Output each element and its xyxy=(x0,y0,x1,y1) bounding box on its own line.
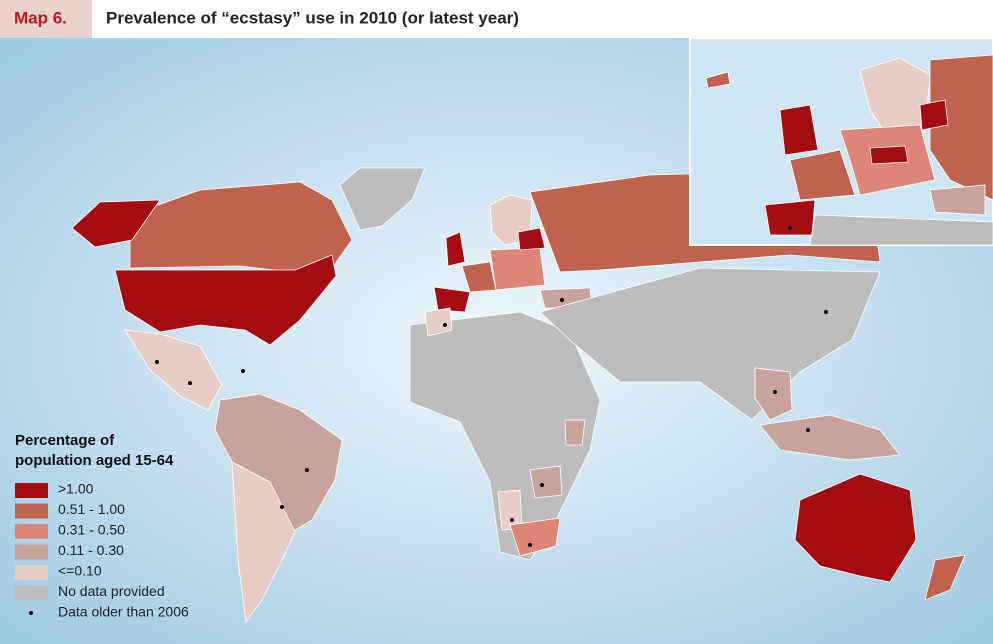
legend-dot xyxy=(29,611,33,615)
inset-map xyxy=(689,37,993,246)
inset-north-africa xyxy=(809,214,993,246)
old-data-dots xyxy=(155,226,828,547)
dot xyxy=(155,360,159,364)
legend-swatch xyxy=(15,544,48,560)
header-label: Map 6. xyxy=(14,8,67,27)
inset-czechia xyxy=(869,145,909,165)
uk xyxy=(445,231,466,267)
southeast-asia xyxy=(754,367,793,421)
baltics xyxy=(517,227,546,251)
dot xyxy=(806,428,810,432)
southern-cone xyxy=(231,461,296,624)
dot xyxy=(510,518,514,522)
new-zealand xyxy=(924,554,966,601)
morocco xyxy=(424,307,453,337)
central-america xyxy=(124,329,223,411)
legend-label: <=0.10 xyxy=(58,563,102,579)
header-label-box xyxy=(0,0,92,38)
legend-swatch xyxy=(15,565,48,580)
spain xyxy=(433,286,471,313)
dot xyxy=(560,298,564,302)
legend-swatch xyxy=(15,483,48,498)
inset-baltics xyxy=(919,99,949,131)
canada xyxy=(129,181,353,273)
header-title: Prevalence of “ecstasy” use in 2010 (or … xyxy=(106,8,519,27)
legend-swatch xyxy=(15,524,48,539)
brazil-region xyxy=(214,393,343,533)
dot xyxy=(773,390,777,394)
legend-label: 0.51 - 1.00 xyxy=(58,501,125,517)
inset-france xyxy=(789,149,856,201)
legend-title: population aged 15-64 xyxy=(15,452,174,469)
legend-label: >1.00 xyxy=(58,481,94,497)
dot xyxy=(528,543,532,547)
australia xyxy=(794,473,917,583)
greenland xyxy=(339,167,426,231)
inset-uk xyxy=(779,104,819,156)
legend-swatch xyxy=(15,585,48,601)
usa xyxy=(114,254,337,346)
legend-label: 0.11 - 0.30 xyxy=(58,542,124,558)
inset-turkey xyxy=(929,184,986,216)
dot xyxy=(824,310,828,314)
header-bar xyxy=(0,0,993,38)
dot xyxy=(443,323,447,327)
south-africa xyxy=(509,517,561,557)
dot xyxy=(540,483,544,487)
inset-iceland xyxy=(705,71,731,89)
legend: Percentage of population aged 15-64 >1.0… xyxy=(15,432,189,620)
zimbabwe-region xyxy=(529,465,563,499)
indonesia xyxy=(759,414,901,461)
central-europe xyxy=(489,247,546,291)
dot xyxy=(788,226,792,230)
dot xyxy=(241,369,245,373)
dot xyxy=(305,468,309,472)
legend-swatch xyxy=(15,503,48,519)
kenya xyxy=(564,419,586,446)
inset-scandinavia xyxy=(859,57,931,141)
legend-title: Percentage of xyxy=(15,432,115,449)
legend-label: No data provided xyxy=(58,583,165,599)
alaska xyxy=(71,199,161,248)
legend-note: Data older than 2006 xyxy=(58,604,189,620)
dot xyxy=(280,505,284,509)
dot xyxy=(188,381,192,385)
legend-label: 0.31 - 0.50 xyxy=(58,522,125,538)
